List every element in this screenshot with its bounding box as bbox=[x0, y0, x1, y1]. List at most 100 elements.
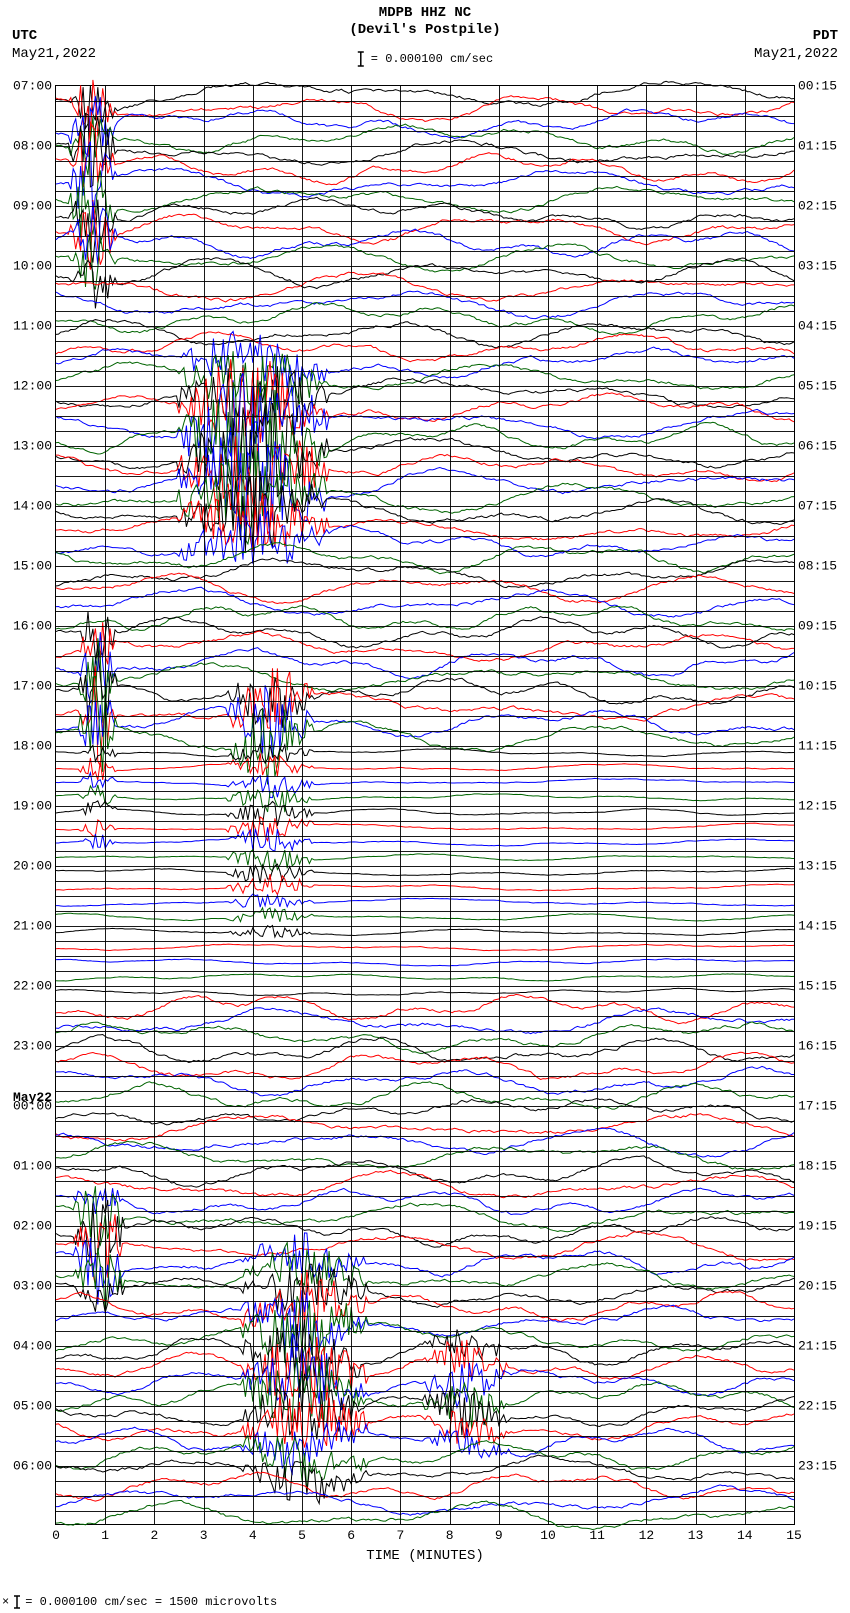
grid-row bbox=[56, 971, 794, 972]
grid-row bbox=[56, 641, 794, 642]
grid-minute bbox=[400, 86, 401, 1524]
seismic-trace bbox=[56, 974, 794, 981]
grid-row bbox=[56, 1361, 794, 1362]
grid-row bbox=[56, 551, 794, 552]
pdt-time-label: 01:15 bbox=[798, 139, 837, 154]
footer-text: = 0.000100 cm/sec = 1500 microvolts bbox=[25, 1595, 277, 1609]
seismic-trace bbox=[56, 96, 794, 156]
seismic-trace bbox=[56, 1008, 794, 1034]
grid-row bbox=[56, 326, 794, 327]
tz-left: UTC bbox=[12, 28, 37, 44]
seismic-trace bbox=[56, 988, 794, 995]
date-right: May21,2022 bbox=[754, 46, 838, 62]
grid-row bbox=[56, 1136, 794, 1137]
pdt-time-label: 18:15 bbox=[798, 1159, 837, 1174]
utc-time-label: 07:00 bbox=[13, 79, 52, 94]
pdt-time-label: 10:15 bbox=[798, 679, 837, 694]
utc-time-label: 12:00 bbox=[13, 379, 52, 394]
seismic-trace bbox=[56, 351, 794, 419]
grid-row bbox=[56, 1256, 794, 1257]
seismic-trace bbox=[56, 638, 794, 723]
grid-row bbox=[56, 836, 794, 837]
grid-row bbox=[56, 101, 794, 102]
grid-row bbox=[56, 1181, 794, 1182]
seismic-trace bbox=[56, 1186, 794, 1245]
grid-row bbox=[56, 536, 794, 537]
x-tick: 15 bbox=[786, 1528, 802, 1543]
grid-minute bbox=[646, 86, 647, 1524]
utc-time-label: 13:00 bbox=[13, 439, 52, 454]
grid-row bbox=[56, 731, 794, 732]
pdt-time-label: 04:15 bbox=[798, 319, 837, 334]
utc-time-label: 17:00 bbox=[13, 679, 52, 694]
grid-row bbox=[56, 1316, 794, 1317]
utc-time-label: 05:00 bbox=[13, 1399, 52, 1414]
x-tick: 5 bbox=[298, 1528, 306, 1543]
grid-row bbox=[56, 1466, 794, 1467]
seismic-trace bbox=[56, 1022, 794, 1053]
pdt-time-label: 12:15 bbox=[798, 799, 837, 814]
utc-time-label: 23:00 bbox=[13, 1039, 52, 1054]
utc-time-label: 20:00 bbox=[13, 859, 52, 874]
grid-row bbox=[56, 716, 794, 717]
seismic-trace bbox=[56, 1156, 794, 1187]
footer-scale: × = 0.000100 cm/sec = 1500 microvolts bbox=[2, 1595, 277, 1609]
grid-row bbox=[56, 806, 794, 807]
grid-minute bbox=[548, 86, 549, 1524]
utc-time-label: 16:00 bbox=[13, 619, 52, 634]
grid-minute bbox=[450, 86, 451, 1524]
grid-row bbox=[56, 281, 794, 282]
grid-row bbox=[56, 851, 794, 852]
grid-row bbox=[56, 491, 794, 492]
grid-row bbox=[56, 1346, 794, 1347]
grid-row bbox=[56, 1391, 794, 1392]
grid-row bbox=[56, 131, 794, 132]
utc-time-label: 18:00 bbox=[13, 739, 52, 754]
pdt-time-label: 15:15 bbox=[798, 979, 837, 994]
pdt-time-label: 00:15 bbox=[798, 79, 837, 94]
x-tick: 10 bbox=[540, 1528, 556, 1543]
seismic-trace bbox=[56, 959, 794, 966]
grid-row bbox=[56, 791, 794, 792]
x-tick: 14 bbox=[737, 1528, 753, 1543]
seismic-trace bbox=[56, 801, 794, 826]
grid-row bbox=[56, 176, 794, 177]
grid-row bbox=[56, 1121, 794, 1122]
utc-time-label: 01:00 bbox=[13, 1159, 52, 1174]
pdt-time-label: 11:15 bbox=[798, 739, 837, 754]
pdt-time-label: 06:15 bbox=[798, 439, 837, 454]
footer-prefix: × bbox=[2, 1595, 9, 1609]
grid-row bbox=[56, 416, 794, 417]
seismic-trace bbox=[56, 994, 794, 1023]
seismic-traces bbox=[56, 86, 794, 1524]
grid-row bbox=[56, 476, 794, 477]
grid-row bbox=[56, 866, 794, 867]
grid-minute bbox=[351, 86, 352, 1524]
grid-row bbox=[56, 746, 794, 747]
station-name: (Devil's Postpile) bbox=[349, 22, 500, 38]
grid-row bbox=[56, 1451, 794, 1452]
utc-time-label: 09:00 bbox=[13, 199, 52, 214]
utc-time-label: 15:00 bbox=[13, 559, 52, 574]
grid-row bbox=[56, 1331, 794, 1332]
grid-row bbox=[56, 626, 794, 627]
grid-minute bbox=[302, 86, 303, 1524]
grid-row bbox=[56, 236, 794, 237]
pdt-time-label: 20:15 bbox=[798, 1279, 837, 1294]
seismic-trace bbox=[56, 1436, 794, 1492]
grid-row bbox=[56, 956, 794, 957]
grid-row bbox=[56, 1286, 794, 1287]
grid-row bbox=[56, 656, 794, 657]
utc-time-label: 10:00 bbox=[13, 259, 52, 274]
seismic-trace bbox=[56, 422, 794, 523]
grid-row bbox=[56, 1211, 794, 1212]
pdt-time-label: 21:15 bbox=[798, 1339, 837, 1354]
seismic-trace bbox=[56, 1270, 794, 1335]
pdt-time-label: 05:15 bbox=[798, 379, 837, 394]
seismic-trace bbox=[56, 471, 794, 552]
seismic-trace bbox=[56, 1233, 794, 1305]
pdt-time-label: 23:15 bbox=[798, 1459, 837, 1474]
grid-row bbox=[56, 446, 794, 447]
seismic-trace bbox=[56, 403, 794, 499]
grid-row bbox=[56, 1151, 794, 1152]
